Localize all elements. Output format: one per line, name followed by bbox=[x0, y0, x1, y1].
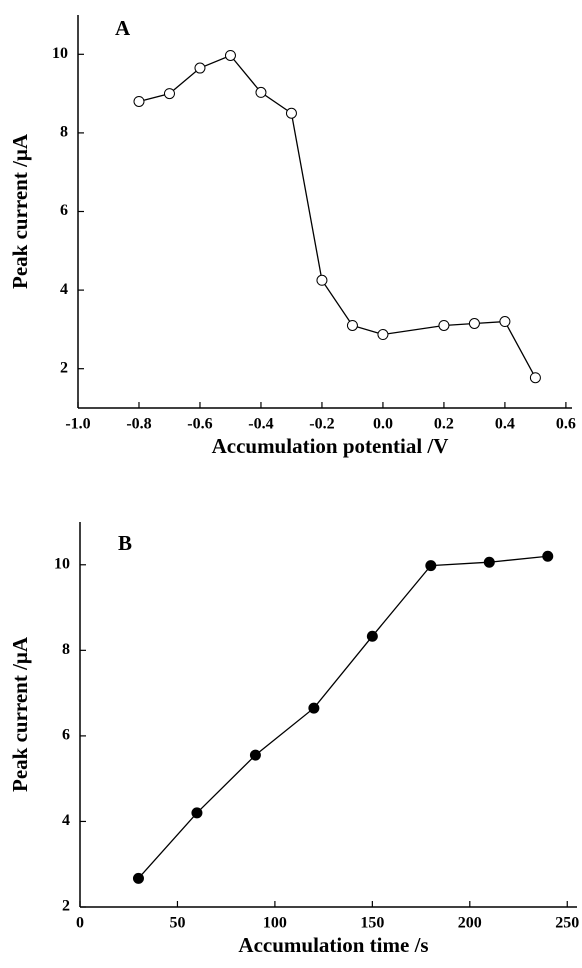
y-tick-label: 2 bbox=[62, 898, 70, 915]
data-point bbox=[529, 372, 541, 384]
y-tick-label: 8 bbox=[60, 124, 68, 141]
x-tick-label: 200 bbox=[458, 915, 482, 932]
data-point bbox=[224, 49, 236, 61]
data-point bbox=[249, 749, 261, 761]
panel-label: B bbox=[118, 531, 132, 555]
x-axis-title: Accumulation potential /V bbox=[212, 434, 449, 458]
y-axis-title: Peak current /μA bbox=[8, 636, 32, 792]
data-point bbox=[483, 556, 495, 568]
x-tick-label: 0.4 bbox=[495, 416, 515, 433]
data-point bbox=[425, 560, 437, 572]
data-point bbox=[438, 319, 450, 331]
data-point bbox=[191, 807, 203, 819]
x-tick-label: 0 bbox=[76, 915, 84, 932]
data-point bbox=[194, 62, 206, 74]
data-point bbox=[468, 318, 480, 330]
data-point bbox=[499, 316, 511, 328]
series-line bbox=[137, 555, 548, 879]
data-point bbox=[133, 95, 145, 107]
data-point bbox=[366, 630, 378, 642]
x-tick-label: -0.6 bbox=[187, 416, 212, 433]
data-point bbox=[132, 872, 144, 884]
x-tick-label: 150 bbox=[360, 915, 384, 932]
data-point bbox=[285, 107, 297, 119]
y-tick-label: 4 bbox=[60, 281, 68, 298]
data-point bbox=[255, 86, 267, 98]
x-tick-label: 250 bbox=[555, 915, 579, 932]
y-tick-label: 8 bbox=[62, 641, 70, 658]
data-point bbox=[346, 319, 358, 331]
y-tick-label: 10 bbox=[54, 555, 70, 572]
data-point bbox=[542, 550, 554, 562]
x-tick-label: -0.8 bbox=[126, 416, 151, 433]
x-tick-label: 100 bbox=[263, 915, 287, 932]
y-tick-label: 2 bbox=[60, 359, 68, 376]
y-tick-label: 10 bbox=[52, 45, 68, 62]
data-point bbox=[163, 88, 175, 100]
x-tick-label: 0.2 bbox=[434, 416, 454, 433]
y-tick-label: 6 bbox=[62, 727, 70, 744]
data-point bbox=[316, 274, 328, 286]
y-axis-title: Peak current /μA bbox=[8, 133, 32, 289]
x-tick-label: 0.6 bbox=[556, 416, 576, 433]
x-tick-label: 50 bbox=[169, 915, 185, 932]
data-point bbox=[377, 329, 389, 341]
data-point bbox=[308, 702, 320, 714]
x-axis-title: Accumulation time /s bbox=[238, 933, 428, 957]
x-tick-label: -0.4 bbox=[248, 416, 273, 433]
series-line bbox=[138, 54, 536, 379]
x-tick-label: -1.0 bbox=[65, 416, 90, 433]
y-tick-label: 6 bbox=[60, 202, 68, 219]
y-tick-label: 4 bbox=[62, 812, 70, 829]
panel-label: A bbox=[115, 16, 131, 40]
x-tick-label: -0.2 bbox=[309, 416, 334, 433]
x-tick-label: 0.0 bbox=[373, 416, 393, 433]
